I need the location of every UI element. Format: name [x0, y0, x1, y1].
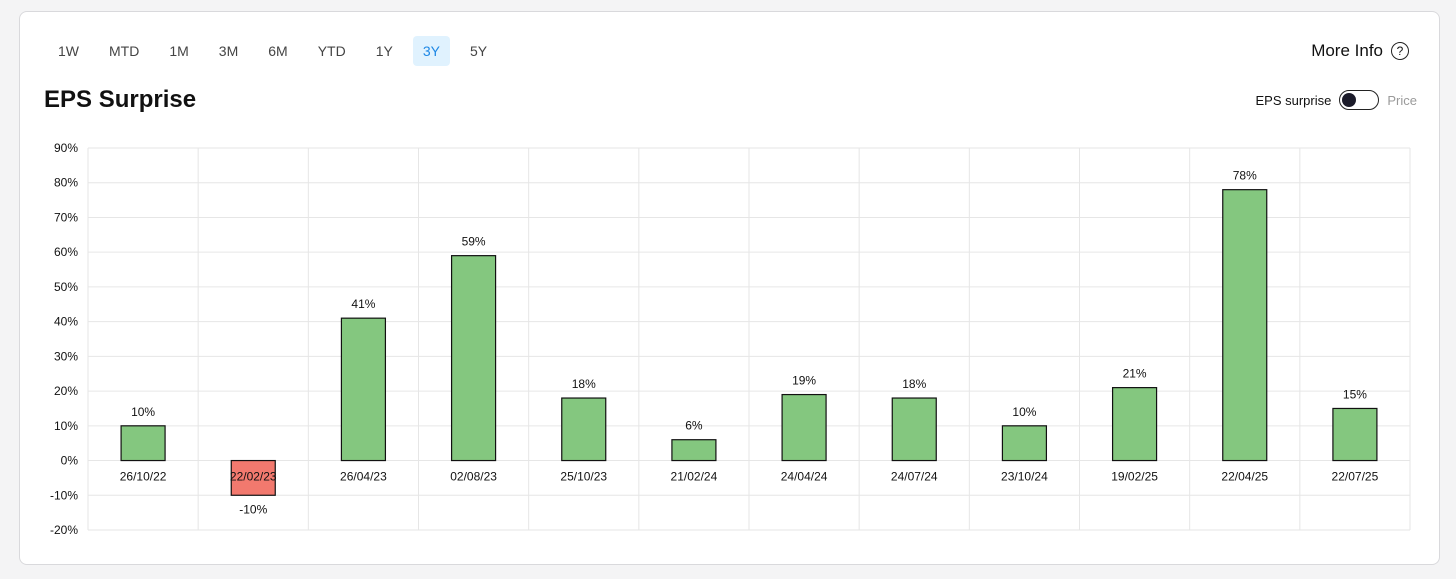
- toggle-label-eps: EPS surprise: [1255, 92, 1332, 108]
- data-label: 6%: [685, 419, 703, 433]
- data-label: 78%: [1233, 169, 1257, 183]
- x-tick-label: 19/02/25: [1111, 470, 1158, 484]
- data-label: 21%: [1123, 367, 1147, 381]
- x-tick-label: 26/04/23: [340, 470, 387, 484]
- range-button-6m[interactable]: 6M: [268, 43, 288, 59]
- x-tick-label: 22/02/23: [230, 470, 277, 484]
- question-circle-icon: ?: [1391, 42, 1409, 60]
- range-button-1w[interactable]: 1W: [58, 43, 79, 59]
- more-info-button[interactable]: More Info ?: [1311, 41, 1409, 61]
- toggle-knob: [1342, 93, 1357, 107]
- y-tick-label: 80%: [54, 176, 78, 190]
- toggle-label-price: Price: [1387, 92, 1417, 108]
- y-tick-label: 0%: [61, 454, 79, 468]
- data-label: 59%: [462, 235, 486, 249]
- x-tick-label: 22/04/25: [1221, 470, 1268, 484]
- data-label: 10%: [1012, 405, 1036, 419]
- y-tick-label: 90%: [54, 141, 78, 155]
- data-label: 18%: [902, 377, 926, 391]
- y-tick-label: 10%: [54, 419, 78, 433]
- range-button-3y[interactable]: 3Y: [412, 36, 450, 66]
- bar-25-10-23: [561, 397, 607, 462]
- bar-24-04-24: [781, 393, 827, 462]
- y-tick-label: -10%: [50, 488, 78, 502]
- more-info-label: More Info: [1311, 41, 1383, 60]
- chart-title: EPS Surprise: [44, 86, 197, 113]
- y-tick-label: 60%: [54, 245, 78, 259]
- y-tick-label: 30%: [54, 349, 78, 363]
- chart-mode-toggle-group: EPS surprise Price: [1255, 90, 1417, 110]
- bar-26-10-22: [120, 425, 166, 462]
- bar-02-08-23: [450, 255, 497, 462]
- range-button-5y[interactable]: 5Y: [469, 43, 488, 59]
- x-tick-label: 22/07/25: [1332, 470, 1379, 484]
- range-button-mtd[interactable]: MTD: [109, 43, 140, 59]
- range-selector: 1W MTD 1M 3M 6M YTD 1Y 3Y 5Y: [48, 36, 507, 66]
- x-tick-label: 26/10/22: [120, 470, 167, 484]
- bar-23-10-24: [1001, 425, 1048, 462]
- range-button-1y[interactable]: 1Y: [375, 43, 393, 59]
- data-label: 15%: [1343, 387, 1367, 401]
- range-button-3m[interactable]: 3M: [218, 43, 239, 59]
- bar-21-02-24: [671, 439, 717, 462]
- data-label: -10%: [239, 502, 267, 516]
- chart-mode-toggle[interactable]: [1339, 90, 1380, 110]
- y-tick-label: 20%: [54, 384, 78, 398]
- bar-19-02-25: [1111, 387, 1158, 462]
- data-label: 18%: [572, 377, 596, 391]
- data-label: 19%: [792, 374, 816, 388]
- data-label: 41%: [351, 297, 375, 311]
- bar-26-04-23: [340, 317, 387, 462]
- bar-22-04-25: [1222, 189, 1268, 462]
- x-tick-label: 24/04/24: [781, 470, 828, 484]
- range-button-1m[interactable]: 1M: [169, 43, 189, 59]
- y-tick-label: 50%: [54, 280, 78, 294]
- x-tick-label: 24/07/24: [891, 470, 938, 484]
- x-tick-label: 02/08/23: [450, 470, 497, 484]
- y-tick-label: 40%: [54, 315, 78, 329]
- data-label: 10%: [131, 405, 155, 419]
- range-button-ytd[interactable]: YTD: [317, 43, 346, 59]
- x-tick-label: 23/10/24: [1001, 470, 1048, 484]
- bar-22-07-25: [1332, 407, 1378, 462]
- x-tick-label: 25/10/23: [560, 470, 607, 484]
- x-tick-label: 21/02/24: [671, 470, 718, 484]
- bar-22-02-23: [230, 459, 276, 496]
- y-tick-label: -20%: [50, 523, 78, 537]
- y-tick-label: 70%: [54, 210, 78, 224]
- bar-24-07-24: [891, 397, 937, 462]
